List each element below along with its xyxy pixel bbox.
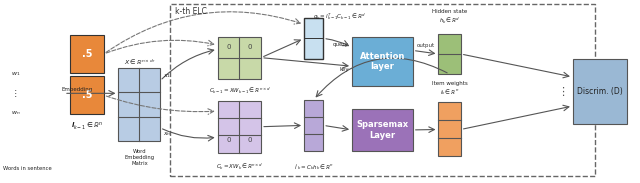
Text: 0: 0 <box>248 137 253 143</box>
Text: $q_k = l_{k-1}^T C_{k-1} \in \mathbb{R}^d$: $q_k = l_{k-1}^T C_{k-1} \in \mathbb{R}^… <box>313 11 365 22</box>
Text: 0: 0 <box>226 137 231 143</box>
Text: $X \in \mathbb{R}^{n\times d_r}$: $X \in \mathbb{R}^{n\times d_r}$ <box>124 58 156 67</box>
Text: $l'_k = C_k h_k \in \mathbb{R}^n$: $l'_k = C_k h_k \in \mathbb{R}^n$ <box>294 163 333 172</box>
Text: Sparsemax
Layer: Sparsemax Layer <box>356 120 408 140</box>
Text: Words in sentence: Words in sentence <box>3 166 52 171</box>
Bar <box>304 18 323 59</box>
Text: $\vdots$: $\vdots$ <box>557 85 565 98</box>
Bar <box>118 68 160 141</box>
Text: Discrim. (D): Discrim. (D) <box>577 87 623 96</box>
Bar <box>438 102 461 156</box>
Text: Embedding: Embedding <box>61 87 92 92</box>
Text: $C_k = XW_k \in \mathbb{R}^{n\times d}$: $C_k = XW_k \in \mathbb{R}^{n\times d}$ <box>216 161 263 171</box>
Bar <box>438 34 461 74</box>
Text: $C_{k-1} = XW_{k-1} \in \mathbb{R}^{n\times d}$: $C_{k-1} = XW_{k-1} \in \mathbb{R}^{n\ti… <box>209 86 270 96</box>
Text: Attention
layer: Attention layer <box>360 52 405 71</box>
Bar <box>218 101 261 153</box>
Text: k-th ELC: k-th ELC <box>175 7 207 16</box>
Bar <box>70 35 104 73</box>
Text: 0: 0 <box>226 44 231 50</box>
Text: $w_1$: $w_1$ <box>12 70 20 78</box>
Bar <box>352 109 413 151</box>
Text: query: query <box>333 42 349 46</box>
Text: .5: .5 <box>82 90 92 100</box>
Text: $\vdots$: $\vdots$ <box>11 88 17 99</box>
Bar <box>70 76 104 114</box>
Text: output: output <box>417 43 435 48</box>
Text: $x_n$: $x_n$ <box>163 130 172 138</box>
Text: key: key <box>339 67 349 72</box>
Bar <box>304 100 323 151</box>
Text: $\boldsymbol{l}_{k-1} \in \mathbb{R}^n$: $\boldsymbol{l}_{k-1} \in \mathbb{R}^n$ <box>71 121 103 132</box>
Text: $x_1$: $x_1$ <box>163 72 172 80</box>
Text: Hidden state
$h_k \in \mathbb{R}^d$: Hidden state $h_k \in \mathbb{R}^d$ <box>432 9 468 26</box>
Text: $w_n$: $w_n$ <box>12 109 20 117</box>
Text: Item weights
$l_k \in \mathbb{R}^n$: Item weights $l_k \in \mathbb{R}^n$ <box>432 81 468 97</box>
Text: .5: .5 <box>82 49 92 59</box>
Bar <box>352 37 413 86</box>
Bar <box>218 37 261 79</box>
Bar <box>573 59 627 124</box>
Text: Word
Embedding
Matrix: Word Embedding Matrix <box>124 149 155 166</box>
Text: 0: 0 <box>248 44 253 50</box>
